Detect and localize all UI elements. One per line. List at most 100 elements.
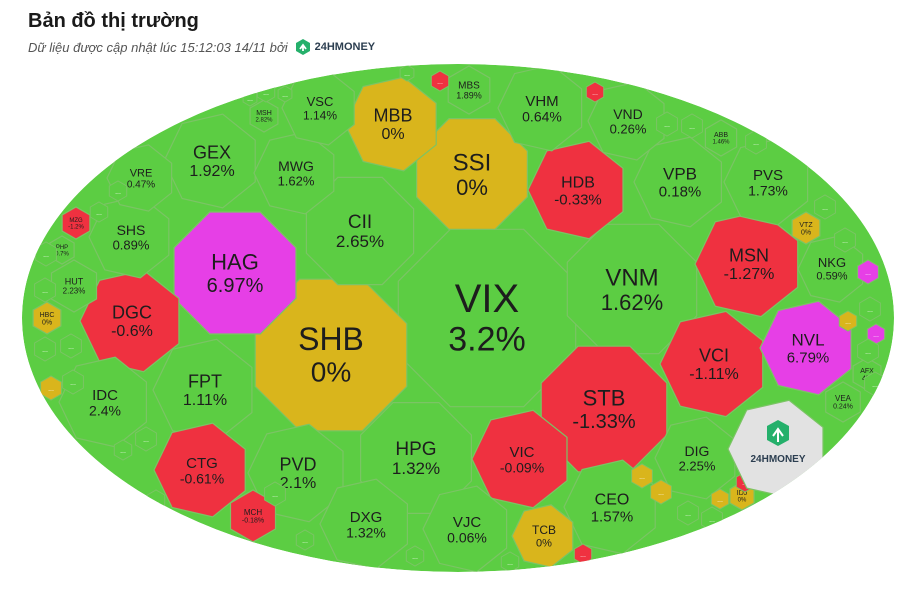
minor-stock-tile[interactable]: ... [89, 201, 109, 223]
stock-cell-msn[interactable]: MSN-1.27% [694, 210, 799, 318]
minor-stock-tile[interactable]: ... [857, 338, 879, 364]
stock-cell-hdb[interactable]: HDB-0.33% [527, 140, 624, 240]
stock-cell-vci[interactable]: VCI-1.11% [659, 310, 764, 418]
minor-stock-tile[interactable]: ... [135, 426, 157, 452]
stock-cell-shape [249, 99, 279, 133]
update-timestamp: Dữ liệu được cập nhật lúc 15:12:03 14/11… [28, 39, 288, 55]
minor-stock-tile[interactable]: ... [62, 369, 84, 395]
24hmoney-logo-icon [295, 39, 310, 55]
minor-stock-tile[interactable]: ... [681, 113, 703, 139]
stock-symbol: MZG [69, 218, 83, 224]
minor-stock-label: ... [70, 380, 76, 387]
stock-cell-shape [173, 211, 297, 335]
stock-cell-vic[interactable]: VIC-0.09% [471, 409, 568, 509]
stock-change: 2.1% [280, 475, 316, 492]
stock-symbol: PVS [753, 167, 783, 184]
minor-stock-tile[interactable]: ... [295, 529, 315, 551]
minor-stock-label: ... [507, 560, 513, 567]
stock-change: -1.33% [572, 411, 636, 433]
minor-stock-tile[interactable]: ... [650, 479, 672, 505]
minor-stock-tile[interactable]: ... [859, 296, 881, 322]
minor-stock-tile[interactable]: ... [277, 85, 293, 103]
stock-cell-shape [527, 140, 624, 240]
stock-cell-shape [253, 131, 335, 215]
minor-stock-label: ... [658, 490, 664, 497]
stock-cell-shape [633, 136, 723, 228]
stock-symbol: CII [348, 212, 372, 233]
minor-stock-label: ... [865, 349, 871, 356]
minor-stock-tile[interactable]: ... [656, 111, 678, 137]
minor-stock-tile[interactable]: ... [113, 439, 133, 461]
minor-stock-tile[interactable]: ... [40, 375, 62, 401]
minor-stock-tile[interactable]: ... [573, 543, 593, 565]
minor-stock-tile[interactable]: ... [146, 489, 166, 511]
minor-stock-tile[interactable]: ... [108, 180, 128, 202]
minor-stock-tile[interactable]: ... [405, 545, 425, 567]
minor-stock-label: ... [282, 92, 288, 99]
minor-stock-tile[interactable]: ... [677, 500, 699, 526]
minor-stock-label: ... [48, 386, 54, 393]
minor-stock-tile[interactable]: ... [242, 89, 258, 107]
minor-stock-tile[interactable]: ... [814, 194, 836, 220]
stock-symbol: HPG [395, 439, 436, 460]
minor-stock-tile[interactable]: ... [256, 81, 276, 103]
24hmoney-logo-icon [767, 420, 789, 446]
stock-symbol: VNM [605, 264, 658, 291]
minor-stock-label: ... [639, 474, 645, 481]
minor-stock-tile[interactable]: ... [34, 336, 56, 362]
minor-stock-tile[interactable]: ... [834, 227, 856, 253]
stock-symbol: TCB [532, 523, 556, 537]
minor-stock-tile[interactable]: ... [631, 463, 653, 489]
minor-stock-tile[interactable]: ... [585, 81, 605, 103]
stock-cell-ctg[interactable]: CTG-0.61% [153, 422, 246, 518]
minor-stock-label: ... [437, 79, 443, 86]
minor-stock-tile[interactable]: ... [857, 259, 879, 285]
stock-change: -0.61% [180, 470, 224, 486]
minor-stock-tile[interactable]: ... [34, 277, 56, 303]
minor-stock-tile[interactable]: ... [500, 551, 520, 572]
minor-stock-label: ... [753, 140, 759, 147]
stock-cell-stb[interactable]: STB-1.33% [540, 345, 668, 473]
minor-stock-tile[interactable]: ... [60, 333, 82, 359]
minor-stock-label: ... [717, 497, 723, 504]
minor-stock-tile[interactable]: ... [710, 488, 730, 510]
stock-change: 1.62% [601, 290, 663, 315]
stock-symbol: VPB [663, 164, 697, 183]
minor-stock-tile[interactable]: ... [430, 70, 450, 92]
minor-stock-tile[interactable]: ... [838, 310, 858, 332]
stock-symbol: HDB [561, 175, 595, 192]
brand-link[interactable]: 24HMONEY [294, 38, 375, 56]
minor-stock-tile[interactable]: ... [264, 481, 286, 507]
stock-change: 2.82% [255, 118, 273, 124]
minor-stock-label: ... [842, 238, 848, 245]
stock-cell-dgc[interactable]: DGC-0.6% [79, 269, 180, 373]
minor-stock-tile[interactable]: ... [399, 64, 415, 82]
